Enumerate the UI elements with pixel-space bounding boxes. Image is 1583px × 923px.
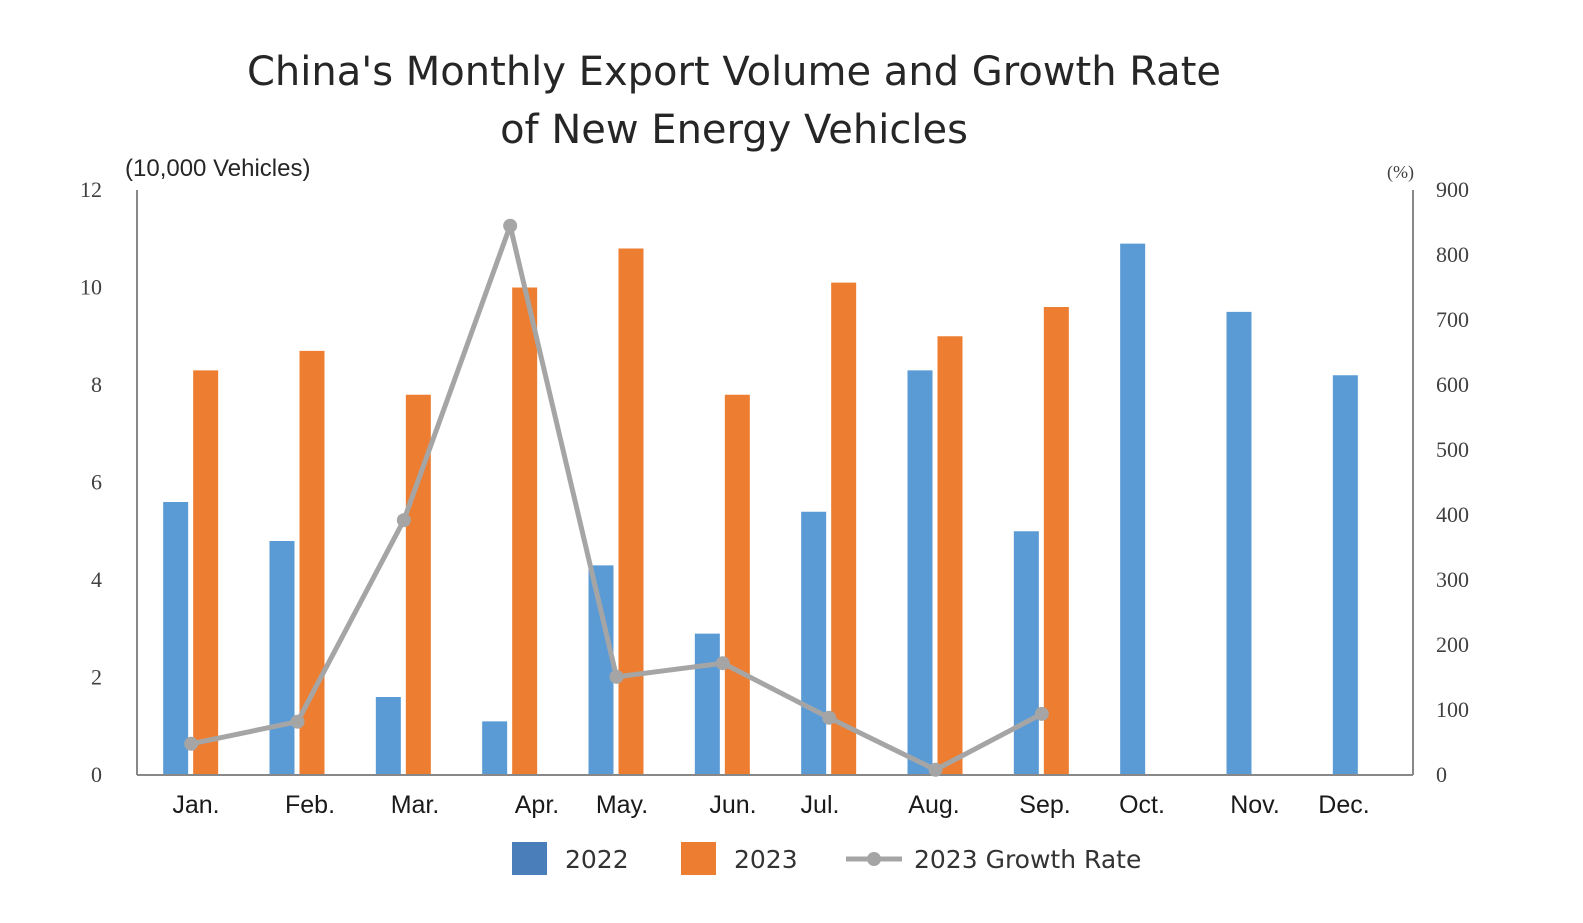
x-tick-label: Jul. [801, 791, 840, 819]
y2-tick-label: 0 [1436, 762, 1447, 787]
y2-tick-label: 300 [1436, 567, 1469, 592]
legend-label-2022: 2022 [565, 845, 629, 874]
y2-tick-label: 400 [1436, 502, 1469, 527]
bar-2022-may [588, 565, 614, 775]
bar-2022-oct [1120, 243, 1146, 775]
y-tick-label: 4 [91, 567, 102, 592]
y2-tick-label: 200 [1436, 632, 1469, 657]
bar-2022-dec [1332, 375, 1358, 775]
bar-2023-feb [299, 350, 325, 775]
legend-swatch-2023 [681, 842, 716, 875]
x-tick-label: Nov. [1230, 791, 1280, 819]
bar-2023-may [618, 248, 644, 775]
x-tick-label: Feb. [285, 791, 335, 819]
legend-swatch-growth-marker [867, 852, 881, 866]
y-tick-label: 6 [91, 470, 102, 495]
legend-label-2023: 2023 [734, 845, 798, 874]
bar-2022-mar [375, 697, 401, 775]
x-tick-label: Oct. [1119, 791, 1165, 819]
growth-rate-point-apr [503, 218, 518, 233]
chart-title-line-2: of New Energy Vehicles [500, 107, 968, 153]
x-tick-label: May. [596, 791, 648, 819]
y-tick-label: 12 [80, 177, 102, 202]
bar-2022-jan [163, 502, 189, 775]
bar-2023-aug [937, 336, 963, 775]
y-tick-label: 8 [91, 372, 102, 397]
y-tick-label: 0 [91, 762, 102, 787]
x-tick-label: Sep. [1019, 791, 1070, 819]
bar-2022-sep [1013, 531, 1039, 775]
x-tick-label: Mar. [391, 791, 440, 819]
x-tick-label: Dec. [1318, 791, 1369, 819]
y2-tick-label: 600 [1436, 372, 1469, 397]
bar-2022-jul [801, 511, 827, 775]
bar-2022-feb [269, 541, 295, 775]
y-tick-label: 10 [80, 275, 102, 300]
y2-tick-label: 900 [1436, 177, 1469, 202]
x-tick-label: Apr. [515, 791, 559, 819]
growth-rate-point-may [609, 669, 624, 684]
growth-rate-point-aug [928, 762, 943, 777]
bar-2022-nov [1226, 311, 1252, 775]
bar-2023-jan [193, 370, 219, 775]
x-tick-label: Jun. [709, 791, 756, 819]
legend-swatch-2022 [512, 842, 547, 875]
growth-rate-point-jun [715, 656, 730, 671]
y2-tick-label: 800 [1436, 242, 1469, 267]
legend-label-growth-rate: 2023 Growth Rate [914, 845, 1141, 874]
y2-tick-label: 500 [1436, 437, 1469, 462]
growth-rate-point-feb [290, 714, 305, 729]
bar-2023-sep [1043, 307, 1069, 775]
growth-rate-point-jul [822, 710, 837, 725]
y2-axis-unit-label: (%) [1387, 162, 1414, 183]
y-tick-label: 2 [91, 665, 102, 690]
y-axis-unit-label: (10,000 Vehicles) [125, 155, 310, 182]
x-tick-label: Aug. [908, 791, 959, 819]
bar-2023-jun [724, 394, 750, 775]
bar-2022-jun [694, 633, 720, 775]
growth-rate-point-sep [1034, 706, 1049, 721]
growth-rate-point-jan [184, 736, 199, 751]
x-tick-label: Jan. [172, 791, 219, 819]
bar-2023-apr [512, 287, 538, 775]
legend: 2022 2023 2023 Growth Rate [512, 842, 1141, 875]
bar-2022-apr [482, 721, 508, 775]
y2-tick-label: 700 [1436, 307, 1469, 332]
y2-tick-label: 100 [1436, 697, 1469, 722]
chart-title-line-1: China's Monthly Export Volume and Growth… [247, 49, 1221, 95]
bar-2022-aug [907, 370, 933, 775]
bar-2023-jul [831, 282, 857, 775]
growth-rate-point-mar [396, 513, 411, 528]
